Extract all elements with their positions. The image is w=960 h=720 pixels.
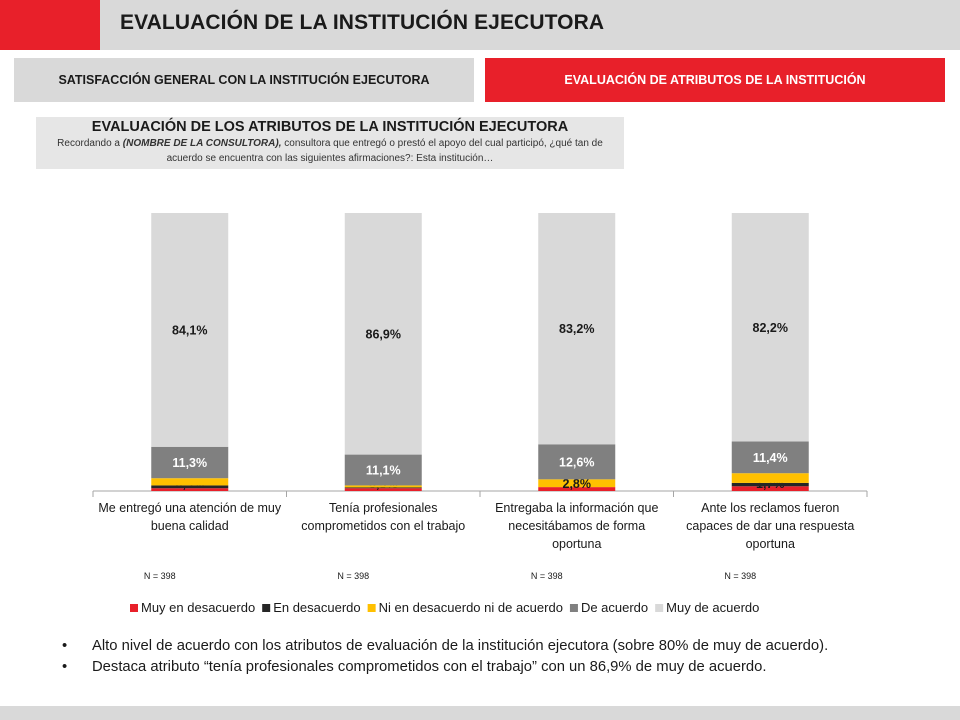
- stacked-bar-chart: 0,5%11,3%84,1%Me entregó una atención de…: [92, 213, 868, 615]
- bar-segment-muy-de-acuerdo: [538, 213, 616, 445]
- page-title: EVALUACIÓN DE LA INSTITUCIÓN EJECUTORA: [120, 11, 605, 34]
- n-label: N = 398: [337, 571, 369, 581]
- x-tick-label: oportuna: [746, 537, 795, 551]
- legend-label: Muy de acuerdo: [666, 600, 759, 615]
- data-label: 2,8%: [563, 477, 592, 491]
- legend-label: En desacuerdo: [273, 600, 360, 615]
- legend-label: Muy en desacuerdo: [141, 600, 255, 615]
- x-tick-label: oportuna: [552, 537, 601, 551]
- data-label: 11,4%: [753, 451, 788, 465]
- question-bold: (NOMBRE DE LA CONSULTORA),: [122, 138, 282, 149]
- x-tick-label: buena calidad: [151, 519, 229, 533]
- tab-evaluacion-atributos[interactable]: EVALUACIÓN DE ATRIBUTOS DE LA INSTITUCIÓ…: [485, 58, 945, 102]
- chart-title: EVALUACIÓN DE LOS ATRIBUTOS DE LA INSTIT…: [91, 119, 569, 135]
- bar-segment-muy-en-desacuerdo: [151, 488, 229, 491]
- question-suffix: consultora que entregó o prestó el apoyo…: [166, 138, 603, 164]
- bar-segment-en-desacuerdo: [151, 485, 229, 489]
- legend-label: De acuerdo: [581, 600, 648, 615]
- chart-header-box: EVALUACIÓN DE LOS ATRIBUTOS DE LA INSTIT…: [36, 117, 624, 169]
- data-label: 82,2%: [753, 321, 788, 335]
- data-label: 12,6%: [559, 455, 594, 469]
- data-label: 86,9%: [366, 327, 401, 341]
- tab-label: EVALUACIÓN DE ATRIBUTOS DE LA INSTITUCIÓ…: [564, 73, 866, 87]
- bullet-list: Alto nivel de acuerdo con los atributos …: [62, 636, 932, 678]
- x-tick-label: capaces de dar una respuesta: [686, 519, 854, 533]
- bar-segment-de-acuerdo: [538, 444, 616, 480]
- bar-segment-muy-en-desacuerdo: [731, 486, 809, 491]
- legend-swatch-en-desacuerdo: [262, 604, 271, 612]
- legend-swatch-de-acuerdo: [569, 604, 578, 612]
- data-label: 11,1%: [366, 464, 401, 478]
- header-accent: [0, 0, 100, 50]
- x-tick-label: necesitábamos de forma: [508, 519, 645, 533]
- bullet-item: Destaca atributo “tenía profesionales co…: [62, 657, 932, 678]
- legend-swatch-muy-en-desacuerdo: [130, 604, 138, 612]
- bar-segment-en-desacuerdo: [344, 487, 422, 489]
- x-tick-label: Ante los reclamos fueron: [701, 501, 839, 515]
- legend-swatch-muy-de-acuerdo: [655, 604, 664, 612]
- bar-segment-de-acuerdo: [344, 454, 422, 486]
- chart-question: Recordando a (NOMBRE DE LA CONSULTORA), …: [36, 135, 624, 166]
- legend-swatch-ni-en-desacuerdo-ni-de-acuerdo: [367, 604, 376, 612]
- n-label: N = 398: [724, 571, 756, 581]
- bar-segment-muy-de-acuerdo: [731, 213, 809, 442]
- header-bar: [0, 0, 960, 50]
- x-tick-label: comprometidos con el trabajo: [301, 519, 465, 533]
- bar-segment-muy-de-acuerdo: [344, 213, 422, 455]
- bar-segment-ni-en-desacuerdo-ni-de-acuerdo: [344, 485, 422, 488]
- legend-label: Ni en desacuerdo ni de acuerdo: [379, 600, 563, 615]
- bar-segment-ni-en-desacuerdo-ni-de-acuerdo: [151, 478, 229, 486]
- tab-label: SATISFACCIÓN GENERAL CON LA INSTITUCIÓN …: [58, 73, 430, 87]
- bar-segment-ni-en-desacuerdo-ni-de-acuerdo: [538, 479, 616, 488]
- question-prefix: Recordando a: [57, 138, 123, 149]
- bar-segment-muy-en-desacuerdo: [344, 488, 422, 491]
- bar-segment-ni-en-desacuerdo-ni-de-acuerdo: [731, 473, 809, 483]
- tab-satisfaccion-general[interactable]: SATISFACCIÓN GENERAL CON LA INSTITUCIÓN …: [14, 58, 474, 102]
- x-tick-label: Entregaba la información que: [495, 501, 658, 515]
- x-tick-label: Me entregó una atención de muy: [98, 501, 282, 515]
- bullet-item: Alto nivel de acuerdo con los atributos …: [62, 636, 932, 657]
- bar-segment-de-acuerdo: [151, 446, 229, 479]
- n-label: N = 398: [531, 571, 563, 581]
- bar-segment-de-acuerdo: [731, 441, 809, 474]
- x-tick-label: Tenía profesionales: [329, 501, 437, 515]
- data-label: 83,2%: [559, 322, 594, 336]
- data-label: 84,1%: [172, 323, 207, 337]
- n-label: N = 398: [144, 571, 176, 581]
- data-label: 11,3%: [172, 456, 207, 470]
- bar-segment-muy-en-desacuerdo: [538, 487, 616, 491]
- bar-segment-en-desacuerdo: [731, 482, 809, 487]
- footer-bar: [0, 706, 960, 720]
- bar-segment-muy-de-acuerdo: [151, 213, 229, 447]
